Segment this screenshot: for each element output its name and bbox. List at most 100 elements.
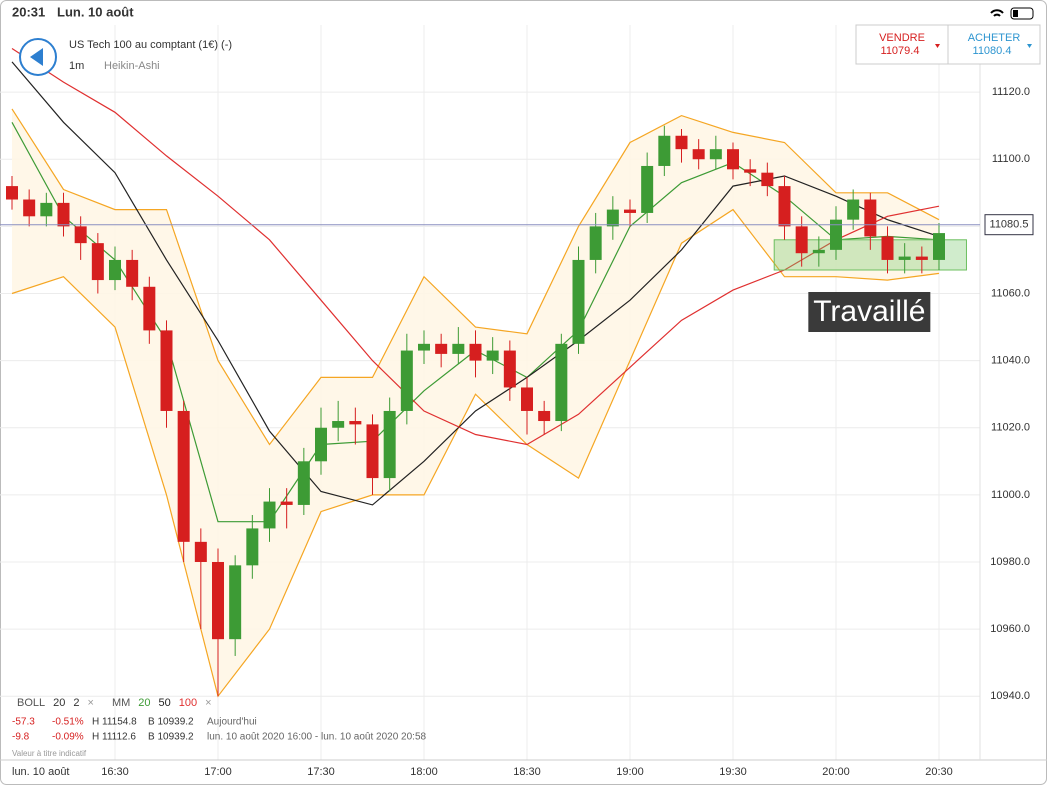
x-tick-label: 18:30 (513, 766, 541, 778)
legend-entry: 20 (138, 697, 150, 709)
stat-value: H 11154.8 (92, 717, 137, 728)
candle-body (761, 172, 774, 187)
legend-entry: 50 (159, 697, 171, 709)
sell-label: VENDRE (879, 32, 925, 44)
candle-body (469, 343, 482, 361)
candle-body (332, 421, 345, 428)
x-tick-label: 20:30 (925, 766, 953, 778)
candle-body (126, 259, 139, 287)
candle-body (40, 202, 53, 217)
candle-body (709, 149, 722, 160)
candle-body (177, 410, 190, 542)
y-tick-label: 10940.0 (990, 690, 1030, 702)
bollinger-upper (11, 108, 940, 446)
chart-style[interactable]: Heikin-Ashi (104, 60, 160, 72)
candle-body (538, 410, 551, 422)
candle-body (6, 186, 18, 200)
candle-body (263, 501, 276, 529)
candle-body (641, 165, 654, 213)
candle-body (555, 343, 568, 422)
buy-button[interactable]: ACHETER 11080.4 (968, 32, 1032, 57)
status-date: Lun. 10 août (57, 4, 134, 19)
y-tick-label: 10980.0 (990, 556, 1030, 568)
candle-body (57, 202, 70, 227)
candle-body (109, 259, 121, 281)
y-tick-label: 11120.0 (992, 86, 1030, 98)
candle-body (589, 226, 602, 260)
stat-value: B 10939.2 (148, 732, 194, 743)
stat-value: lun. 10 août 2020 16:00 - lun. 10 août 2… (207, 732, 427, 743)
candle-body (246, 528, 259, 566)
candle-body (315, 427, 327, 462)
candle-body (795, 226, 808, 254)
x-axis-date: lun. 10 août (12, 766, 70, 778)
candle-body (572, 259, 585, 344)
y-tick-label: 11020.0 (991, 422, 1030, 434)
y-tick-label: 11040.0 (991, 355, 1030, 367)
candle-body (864, 199, 877, 237)
candle-body (143, 286, 156, 331)
candle-body (830, 219, 842, 250)
candle-body (744, 169, 757, 173)
moving-average (11, 61, 940, 506)
candle-body (624, 209, 636, 213)
candle-body (812, 249, 825, 254)
candle-body (160, 330, 173, 411)
candle-body (503, 350, 516, 388)
stat-value: -57.3 (12, 717, 35, 728)
back-button[interactable] (19, 38, 57, 76)
candle-body (349, 421, 362, 425)
x-tick-label: 20:00 (822, 766, 850, 778)
candle-body (366, 424, 379, 479)
candle-body (881, 236, 894, 260)
candle-body (23, 199, 36, 217)
x-tick-label: 17:00 (204, 766, 232, 778)
annotation-label-bg (808, 292, 931, 332)
sell-button[interactable]: VENDRE 11079.4 (879, 32, 940, 57)
legend-entry: 100 (179, 697, 197, 709)
x-tick-label: 17:30 (307, 766, 335, 778)
candle-body (692, 149, 705, 160)
stat-value: H 11112.6 (92, 732, 136, 743)
x-tick-label: 19:30 (719, 766, 747, 778)
interval[interactable]: 1m (69, 60, 84, 72)
candle-body (74, 226, 87, 244)
stat-value: Aujourd'hui (207, 717, 257, 728)
stat-value: -0.51% (52, 717, 84, 728)
candle-body (194, 541, 207, 562)
boll-period: 20 (53, 697, 65, 709)
buy-price: 11080.4 (973, 45, 1012, 57)
candle-body (915, 256, 928, 260)
remove-boll[interactable]: × (88, 697, 94, 709)
candle-body (521, 387, 533, 411)
remove-mm[interactable]: × (205, 697, 211, 709)
candle-body (280, 501, 293, 505)
stat-value: -9.8 (12, 732, 30, 743)
boll-deviation: 2 (73, 697, 79, 709)
candle-body (847, 199, 860, 220)
candle-body (606, 209, 619, 227)
disclaimer: Valeur à titre indicatif (12, 749, 87, 758)
y-tick-label: 11000.0 (991, 489, 1030, 501)
candle-body (212, 561, 224, 640)
current-price-label: 11080.5 (990, 219, 1029, 231)
candle-body (486, 350, 499, 361)
legend: BOLL 20 2 × MM 20 50 100 × -57.3 -0.51% H 11154.8 B … (12, 697, 427, 743)
candle-body (727, 149, 739, 170)
annotation-label: Travaillé (813, 295, 925, 328)
y-tick-label: 11060.0 (991, 287, 1030, 299)
y-tick-label: 10960.0 (990, 623, 1030, 635)
x-tick-label: 19:00 (616, 766, 644, 778)
y-tick-label: 11100.0 (992, 153, 1030, 165)
bollinger-lower (11, 208, 940, 698)
status-icons (990, 7, 1034, 20)
candle-body (452, 343, 465, 354)
candle-body (229, 565, 242, 640)
candle-body (933, 233, 945, 260)
stat-value: B 10939.2 (148, 717, 194, 728)
current-price-box (984, 214, 1034, 236)
candle-body (675, 135, 688, 150)
candle-body (91, 243, 104, 281)
instrument-name: US Tech 100 au comptant (1€) (-) (69, 39, 232, 51)
